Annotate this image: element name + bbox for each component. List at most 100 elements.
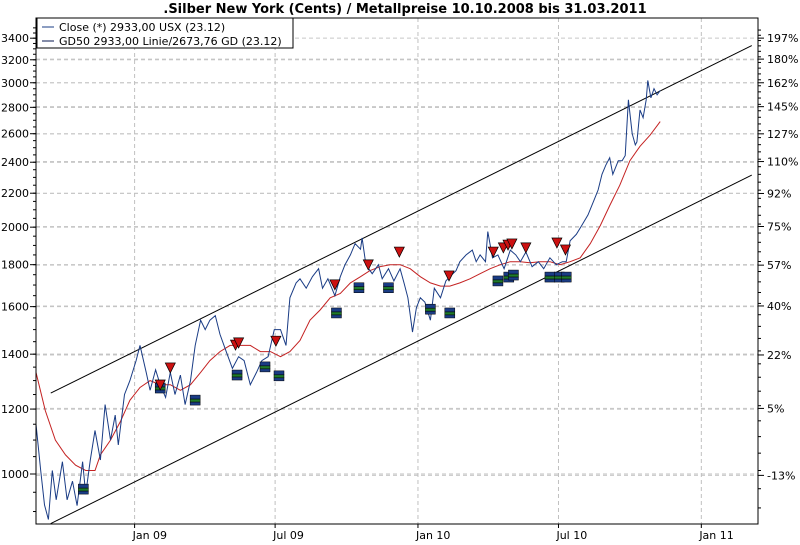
buy-signal-bar bbox=[331, 307, 342, 313]
buy-signal-bar bbox=[492, 275, 504, 281]
buy-signal-marker bbox=[544, 271, 556, 283]
chart-title: .Silber New York (Cents) / Metallpreise … bbox=[163, 2, 646, 17]
legend: Close (*) 2933,00 USX (23.12) GD50 2933,… bbox=[36, 17, 294, 49]
y-tick-label: 2800 bbox=[1, 101, 29, 114]
y-tick-label: 2200 bbox=[1, 187, 29, 200]
buy-signal-bar bbox=[560, 275, 572, 280]
y-tick-label: 3000 bbox=[1, 77, 29, 90]
buy-signal-marker bbox=[78, 483, 89, 495]
percent-tick-label: 127% bbox=[767, 128, 798, 141]
percent-tick-label: 75% bbox=[767, 220, 791, 233]
buy-signal-marker bbox=[189, 394, 201, 406]
buy-signal-bar bbox=[273, 374, 285, 379]
sell-signal-triangle bbox=[154, 379, 166, 391]
x-tick-label: Jul 09 bbox=[272, 529, 304, 542]
buy-signal-bar bbox=[273, 377, 285, 382]
trend-channel-upper bbox=[50, 45, 753, 394]
buy-signal-marker bbox=[273, 370, 285, 382]
series-lines bbox=[35, 80, 661, 520]
buy-signal-bar bbox=[189, 394, 201, 400]
buy-signal-marker bbox=[508, 269, 519, 281]
buy-signal-bar bbox=[331, 314, 342, 319]
y-tick-label: 3200 bbox=[1, 54, 29, 67]
percent-tick-label: 110% bbox=[767, 156, 798, 169]
buy-signal-marker bbox=[444, 307, 456, 319]
percent-tick-label: 180% bbox=[767, 53, 798, 66]
y-tick-label: 3400 bbox=[1, 32, 29, 45]
buy-signal-bar bbox=[259, 361, 271, 367]
buy-signal-bar bbox=[544, 271, 556, 277]
percent-tick-label: 57% bbox=[767, 259, 791, 272]
y-tick-label: 2000 bbox=[1, 221, 29, 234]
buy-signal-bar bbox=[544, 275, 556, 280]
sell-signal-triangle bbox=[270, 335, 282, 347]
legend-box bbox=[36, 17, 294, 49]
x-tick-label: Jan 09 bbox=[132, 529, 167, 542]
buy-signal-bar bbox=[78, 483, 89, 489]
x-tick-label: Jan 10 bbox=[415, 529, 450, 542]
buy-signal-bar bbox=[78, 490, 89, 495]
trend-channel bbox=[50, 45, 753, 525]
sell-signal-triangle bbox=[164, 362, 176, 374]
buy-signal-bar bbox=[492, 279, 504, 284]
buy-signal-marker bbox=[492, 275, 504, 287]
sell-signal-triangle bbox=[443, 270, 455, 282]
buy-signal-marker bbox=[383, 282, 394, 293]
buy-signal-bar bbox=[444, 307, 456, 313]
buy-signal-bar bbox=[273, 370, 285, 376]
percent-tick-label: -13% bbox=[767, 469, 795, 482]
buy-signal-marker bbox=[259, 361, 271, 373]
y-tick-label: 1800 bbox=[1, 259, 29, 272]
buy-signal-bar bbox=[383, 282, 394, 287]
buy-signal-bar bbox=[544, 278, 556, 283]
buy-signal-bar bbox=[383, 286, 394, 290]
plot-frame bbox=[35, 17, 759, 525]
y-axis-right-percent: -13% 5% 22% 40% 57% 75% 92% 110% 127% 145% 162% 180… bbox=[758, 29, 798, 509]
sell-signal-triangle bbox=[520, 242, 532, 254]
sell-signal-triangle bbox=[506, 238, 518, 250]
y-tick-label: 2600 bbox=[1, 128, 29, 141]
buy-signal-bar bbox=[331, 311, 342, 316]
y-axis-left: 1000 1200 1400 1600 1800 2000 2200 2400 2600 2800… bbox=[1, 27, 36, 513]
buy-signal-bar bbox=[189, 401, 201, 406]
y-tick-label: 2400 bbox=[1, 156, 29, 169]
percent-tick-label: 22% bbox=[767, 349, 791, 362]
buy-signal-bar bbox=[560, 278, 572, 283]
buy-signal-bar bbox=[425, 310, 436, 315]
percent-tick-label: 40% bbox=[767, 300, 791, 313]
percent-tick-label: 197% bbox=[767, 32, 798, 45]
x-axis: Jan 09 Jul 09 Jan 10 Jul 10 Jan 11 bbox=[132, 524, 734, 542]
buy-signal-marker bbox=[353, 282, 365, 293]
buy-signal-bar bbox=[353, 282, 365, 287]
series-line-close bbox=[35, 80, 661, 520]
buy-signal-bar bbox=[425, 307, 436, 312]
sell-signal-triangle bbox=[329, 279, 341, 291]
buy-signal-bar bbox=[508, 269, 519, 275]
buy-signal-bar bbox=[508, 273, 519, 278]
buy-signal-bar bbox=[189, 398, 201, 403]
buy-signal-bar bbox=[560, 271, 572, 277]
trade-signals bbox=[78, 237, 572, 495]
x-tick-label: Jul 10 bbox=[555, 529, 587, 542]
buy-signal-bar bbox=[259, 368, 271, 373]
buy-signal-bar bbox=[492, 282, 504, 287]
buy-signal-marker bbox=[560, 271, 572, 283]
buy-signal-bar bbox=[425, 303, 436, 309]
y-tick-label: 1400 bbox=[1, 348, 29, 361]
sell-signal-triangle bbox=[559, 244, 572, 256]
legend-gd50: GD50 2933,00 Linie/2673,76 GD (23.12) bbox=[59, 35, 282, 48]
legend-close: Close (*) 2933,00 USX (23.12) bbox=[59, 21, 225, 34]
buy-signal-bar bbox=[231, 373, 243, 378]
buy-signal-bar bbox=[231, 376, 243, 381]
buy-signal-marker bbox=[425, 303, 436, 315]
buy-signal-bar bbox=[259, 365, 271, 370]
percent-tick-label: 162% bbox=[767, 77, 798, 90]
buy-signal-bar bbox=[353, 286, 365, 290]
buy-signal-bar bbox=[444, 314, 456, 319]
y-tick-label: 1600 bbox=[1, 301, 29, 314]
sell-signal-triangle bbox=[233, 337, 245, 349]
buy-signal-marker bbox=[231, 369, 243, 381]
sell-signal-triangle bbox=[393, 246, 405, 258]
buy-signal-marker bbox=[331, 307, 342, 319]
